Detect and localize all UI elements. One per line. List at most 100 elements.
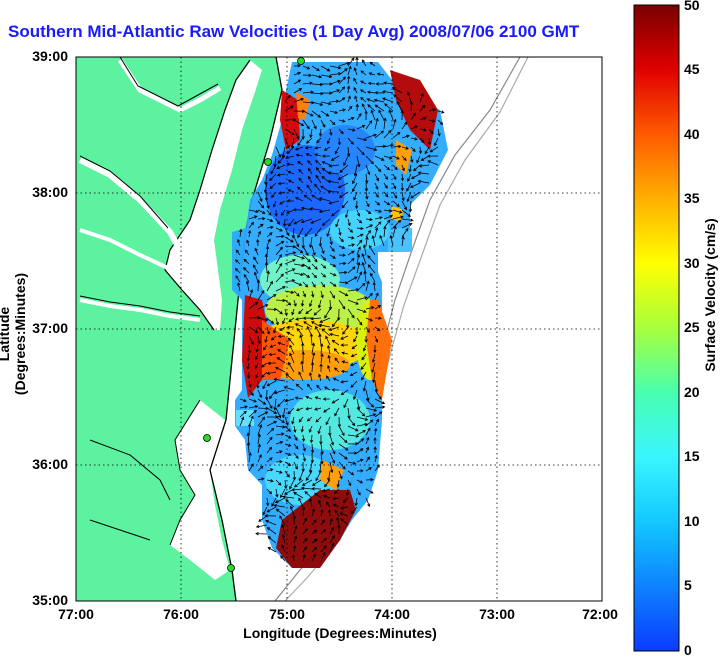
velocity-vector-arrow [418,146,423,155]
velocity-vector-arrow [287,179,295,184]
velocity-vector-arrow [266,506,277,513]
velocity-vector-arrow [338,245,346,249]
velocity-vector-arrow [275,240,285,247]
velocity-vector-arrow [362,244,367,256]
velocity-vector-arrow [374,405,386,409]
velocity-vector-arrow [356,407,366,417]
velocity-vector-arrow [352,182,358,193]
velocity-vector-arrow [257,317,269,322]
velocity-vector-arrow [378,109,385,121]
velocity-vector-arrow [311,487,322,491]
velocity-vector-arrow [277,398,286,408]
velocity-vector-arrow [353,67,358,76]
velocity-vector-arrow [347,116,355,121]
velocity-vector-arrow [320,74,333,79]
velocity-vector-arrow [320,443,324,455]
velocity-vector-arrow [333,348,340,355]
velocity-vector-arrow [243,273,250,283]
velocity-vector-arrow [331,398,340,404]
velocity-vector-arrow [365,236,369,247]
velocity-vector-arrow [262,344,268,351]
velocity-vector-arrow [339,164,349,173]
velocity-vector-arrow [248,215,258,220]
velocity-vector-arrow [329,263,337,267]
velocity-vector-arrow [328,164,340,168]
velocity-vector-arrow [329,254,336,259]
velocity-vector-arrow [338,128,344,135]
velocity-vector-arrow [310,443,315,454]
velocity-vector-arrow [266,436,273,445]
velocity-vector-arrow [316,137,322,144]
velocity-vector-arrow [262,506,268,516]
velocity-vector-arrow [306,137,313,144]
velocity-vector-arrow [338,68,348,76]
velocity-vector-arrow [314,146,322,150]
velocity-vector-arrow [308,372,313,382]
velocity-vector-arrow [257,230,261,238]
velocity-vector-arrow [364,182,369,192]
velocity-vector-arrow [373,427,378,436]
velocity-vector-arrow [265,389,269,401]
velocity-vector-arrow [315,166,322,175]
velocity-vector-arrow [334,146,340,155]
velocity-vector-arrow [374,411,383,418]
velocity-vector-arrow [349,371,358,376]
velocity-vector-arrow [327,179,340,184]
velocity-vector-arrow [347,434,360,438]
velocity-vector-arrow [245,280,250,292]
velocity-vector-arrow [320,119,326,128]
velocity-vector-arrow [332,496,340,501]
velocity-vector-arrow [309,128,313,139]
velocity-vector-arrow [360,96,367,103]
velocity-vector-arrow [356,282,366,292]
velocity-vector-arrow [335,218,340,228]
velocity-vector-arrow [320,519,325,526]
velocity-vector-arrow [248,380,252,388]
velocity-vector-arrow [366,90,376,94]
velocity-vector-arrow [329,290,335,299]
velocity-vector-arrow [371,235,376,247]
velocity-vector-arrow [309,434,314,444]
velocity-vector-arrow [301,479,313,486]
velocity-vector-arrow [383,191,389,198]
velocity-vector-arrow [276,357,286,364]
velocity-vector-arrow [302,290,306,298]
velocity-vector-arrow [234,267,241,274]
velocity-vector-arrow [320,343,324,355]
velocity-vector-arrow [293,535,298,544]
velocity-vector-arrow [266,270,270,283]
velocity-vector-arrow [295,153,304,157]
velocity-vector-arrow [320,91,333,95]
velocity-vector-arrow [337,173,349,180]
velocity-vector-arrow [264,253,269,265]
velocity-vector-arrow [302,281,309,288]
velocity-vector-arrow [306,160,313,166]
velocity-vector-arrow [302,554,306,562]
velocity-vector-arrow [320,272,327,278]
velocity-vector-arrow [383,117,387,130]
velocity-vector-arrow [311,538,318,544]
velocity-vector-arrow [271,497,277,507]
velocity-vector-arrow [310,452,315,464]
velocity-vector-arrow [416,155,421,164]
velocity-vector-arrow [401,200,407,211]
velocity-vector-arrow [305,308,313,315]
velocity-vector-arrow [282,218,287,228]
velocity-vector-arrow [275,218,280,225]
velocity-vector-arrow [396,101,403,112]
velocity-vector-arrow [277,181,286,186]
velocity-vector-arrow [323,146,331,151]
velocity-vector-arrow [346,85,351,94]
velocity-vector-arrow [374,104,385,112]
velocity-vector-arrow [264,173,268,186]
velocity-vector-arrow [365,229,371,238]
velocity-vector-arrow [361,103,367,112]
velocity-vector-arrow [256,380,260,389]
velocity-vector-arrow [310,218,322,224]
velocity-vector-arrow [277,341,286,346]
velocity-vector-arrow [329,461,334,474]
velocity-vector-arrow [302,65,311,70]
velocity-vector-arrow [266,457,273,463]
velocity-vector-arrow [289,352,295,364]
